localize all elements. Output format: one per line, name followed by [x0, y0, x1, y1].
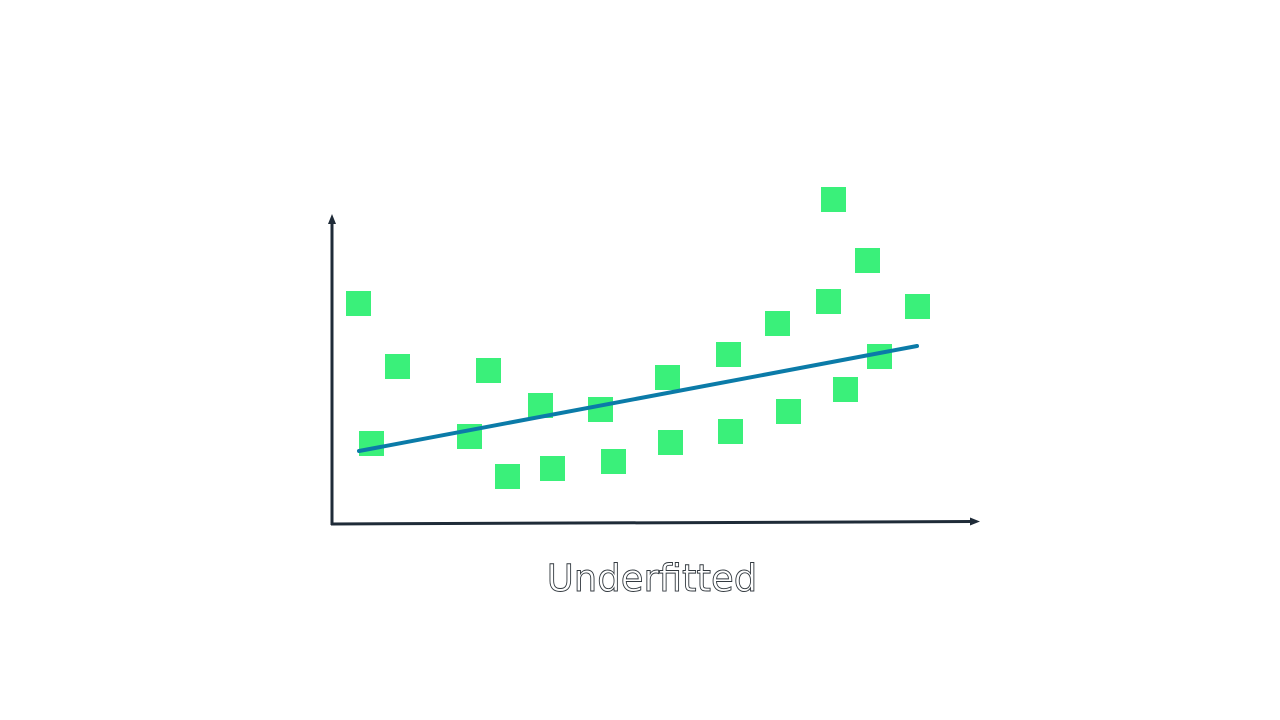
point	[833, 377, 858, 402]
y-arrow	[328, 214, 336, 224]
point	[540, 456, 565, 481]
point	[658, 430, 683, 455]
point	[776, 399, 801, 424]
point	[765, 311, 790, 336]
x-axis	[330, 520, 973, 526]
axes	[330, 222, 973, 526]
point	[718, 419, 743, 444]
fit-line	[357, 344, 919, 453]
point	[655, 365, 680, 390]
point	[716, 342, 741, 367]
data-points	[346, 187, 930, 489]
point	[495, 464, 520, 489]
point	[346, 291, 371, 316]
point	[588, 397, 613, 422]
x-arrow	[970, 517, 980, 526]
point	[821, 187, 846, 212]
point	[385, 354, 410, 379]
point	[476, 358, 501, 383]
point	[905, 294, 930, 319]
point	[816, 289, 841, 314]
point	[601, 449, 626, 474]
point	[855, 248, 880, 273]
caption: Underfitted	[547, 557, 758, 600]
